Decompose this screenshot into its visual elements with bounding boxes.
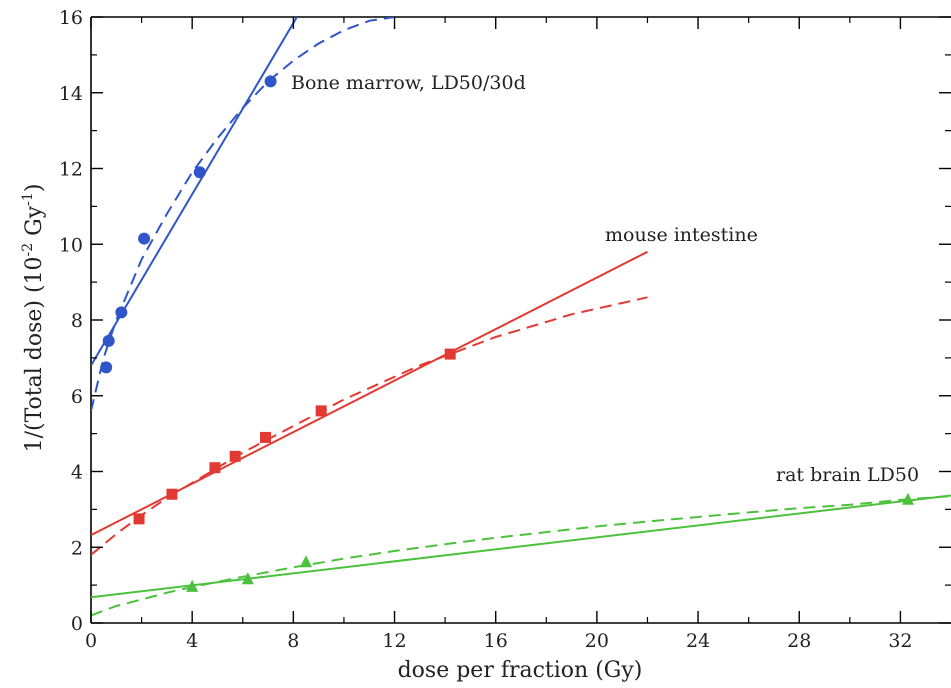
- linear-fit-line: [91, 494, 951, 599]
- x-tick-label: 24: [686, 630, 710, 652]
- data-point: [100, 361, 113, 374]
- y-tick-label: 8: [71, 310, 83, 332]
- y-tick-label: 16: [59, 7, 83, 29]
- data-point: [229, 450, 241, 462]
- data-point: [138, 232, 151, 245]
- data-point: [166, 488, 178, 500]
- data-point: [264, 75, 277, 88]
- x-tick-label: 16: [484, 630, 508, 652]
- data-point: [115, 306, 128, 319]
- x-tick-label: 32: [888, 630, 912, 652]
- series-label-mouse-intestine: mouse intestine: [605, 224, 758, 246]
- data-point: [133, 513, 145, 525]
- data-point: [300, 555, 312, 568]
- curve-fit-line: [91, 495, 951, 617]
- y-tick-label: 2: [71, 537, 83, 559]
- x-tick-label: 8: [287, 630, 299, 652]
- data-point: [444, 348, 456, 360]
- data-point: [102, 334, 115, 347]
- data-point: [902, 492, 914, 505]
- data-point: [193, 166, 206, 179]
- data-point: [260, 431, 272, 443]
- series-group: [91, 250, 648, 556]
- y-tick-label: 0: [71, 613, 83, 635]
- curve-fit-line: [91, 296, 648, 556]
- data-point: [241, 572, 254, 585]
- x-tick-label: 12: [382, 630, 406, 652]
- data-point: [209, 462, 221, 474]
- y-tick-label: 12: [59, 159, 83, 181]
- data-point: [315, 405, 327, 417]
- plot-area: [90, 16, 951, 624]
- series-group: [91, 17, 395, 412]
- x-tick-label: 20: [585, 630, 609, 652]
- series-layer: [91, 17, 951, 617]
- y-tick-label: 10: [59, 234, 83, 256]
- data-point: [186, 579, 199, 592]
- x-tick-label: 4: [186, 630, 198, 652]
- linear-fit-line: [91, 17, 299, 366]
- y-tick-label: 4: [71, 462, 83, 484]
- x-tick-label: 0: [85, 630, 97, 652]
- y-axis-label: 1/(Total dose) (10-2 Gy-1): [20, 184, 47, 453]
- y-tick-label: 14: [59, 83, 83, 105]
- series-group: [91, 494, 951, 617]
- series-label-rat-brain: rat brain LD50: [776, 464, 919, 486]
- y-tick-label: 6: [71, 386, 83, 408]
- x-axis-label: dose per fraction (Gy): [398, 658, 643, 683]
- x-tick-label: 28: [787, 630, 811, 652]
- series-label-bone-marrow: Bone marrow, LD50/30d: [291, 72, 526, 94]
